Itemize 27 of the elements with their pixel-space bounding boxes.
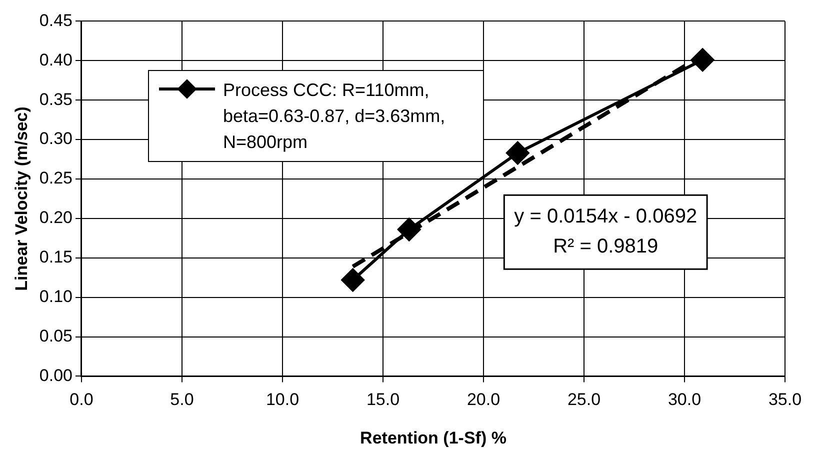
point	[341, 268, 364, 292]
x-tick-label: 25.0	[567, 390, 601, 410]
annotation: R² = 0.9819	[553, 236, 658, 258]
y-tick-label: 0.30	[39, 129, 72, 148]
y-tick-label: 0.40	[39, 50, 72, 70]
x-tick-label: 30.0	[668, 390, 702, 410]
point	[506, 141, 530, 164]
annotation: y = 0.0154x - 0.0692	[514, 206, 698, 228]
y-tick-label: 0.10	[39, 287, 72, 306]
x-tick-label: 35.0	[768, 390, 802, 410]
y-axis-title: Linear Velocity (m/sec)	[12, 106, 31, 291]
y-tick-label: 0.00	[39, 366, 72, 385]
legend-label: Process CCC: R=110mm, beta=0.63-0.87, d=3.63mm, N=800rpm	[223, 79, 446, 154]
y-tick-label: 0.15	[39, 248, 72, 267]
y-tick-label: 0.25	[39, 168, 72, 188]
y-tick-label: 0.20	[39, 208, 72, 228]
x-tick-label: 5.0	[170, 390, 194, 410]
y-tick-label: 0.05	[39, 326, 72, 346]
point	[398, 218, 421, 241]
y-tick-label: 0.45	[39, 10, 72, 30]
x-tick-label: 0.0	[70, 390, 94, 410]
y-tick-label: 0.35	[39, 90, 72, 109]
x-tick-label: 15.0	[366, 390, 400, 410]
point	[691, 48, 714, 72]
x-tick-label: 10.0	[266, 390, 300, 410]
x-axis-title: Retention (1-Sf) %	[360, 428, 506, 448]
x-tick-label: 20.0	[466, 390, 500, 410]
